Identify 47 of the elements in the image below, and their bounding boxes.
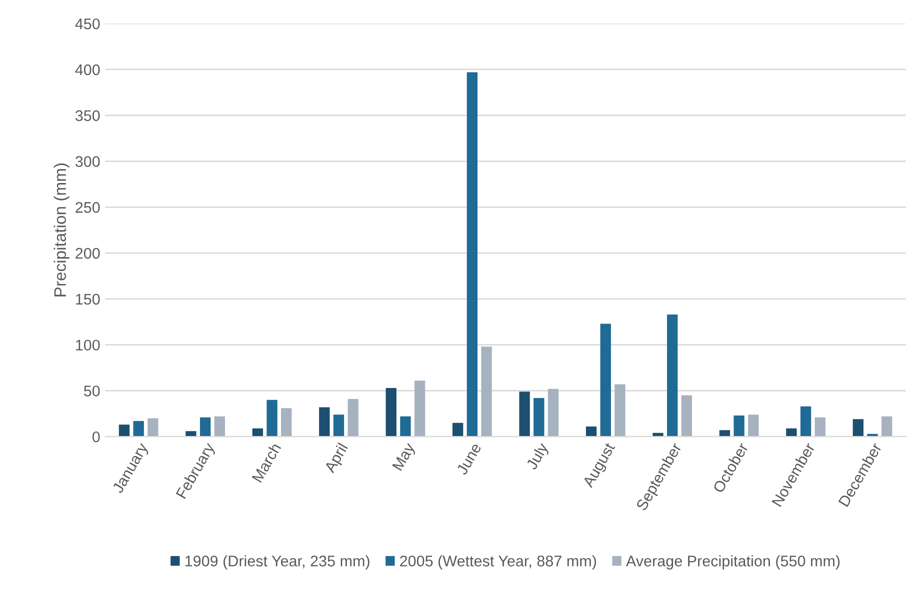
- bar: [786, 428, 797, 437]
- bar: [586, 426, 597, 437]
- bar: [481, 346, 492, 437]
- bar: [466, 72, 478, 437]
- bar: [666, 314, 678, 437]
- bar: [133, 421, 144, 437]
- y-axis-title: Precipitation (mm): [54, 164, 70, 296]
- y-tick-label: 200: [76, 248, 100, 259]
- legend-label: 1909 (Driest Year, 235 mm): [185, 555, 370, 570]
- bar: [348, 398, 358, 437]
- bar: [118, 424, 130, 437]
- bar: [600, 324, 611, 437]
- bar: [266, 400, 278, 437]
- bar: [681, 395, 692, 437]
- y-tick-label: 250: [76, 202, 100, 213]
- bar: [214, 416, 225, 437]
- bar: [186, 431, 196, 437]
- bar: [148, 418, 158, 437]
- bar: [386, 388, 396, 437]
- bar: [852, 419, 864, 437]
- bar: [614, 384, 626, 437]
- y-tick-label: 450: [75, 18, 100, 30]
- bar: [800, 406, 812, 437]
- bar: [414, 380, 426, 437]
- bar: [719, 430, 730, 437]
- bar: [519, 392, 530, 437]
- bar: [882, 416, 892, 437]
- y-tick-label: 0: [92, 431, 100, 442]
- y-tick-label: 150: [76, 294, 100, 305]
- bar: [333, 414, 344, 437]
- y-tick-label: 100: [76, 340, 100, 351]
- y-tick-label: 50: [84, 386, 100, 396]
- bar: [814, 417, 826, 437]
- bar: [319, 407, 330, 437]
- legend-label: Average Precipitation (550 mm): [626, 555, 840, 570]
- bar: [734, 415, 744, 437]
- bar: [281, 408, 292, 437]
- bar: [452, 422, 464, 437]
- legend-label: 2005 (Wettest Year, 887 mm): [400, 555, 596, 570]
- y-tick-label: 300: [75, 156, 100, 167]
- y-tick-label: 350: [75, 110, 100, 122]
- y-tick-label: 400: [75, 64, 100, 76]
- bar: [400, 416, 411, 437]
- bar: [548, 388, 559, 437]
- bar: [748, 414, 759, 437]
- bar: [200, 417, 211, 437]
- bar: [534, 398, 544, 437]
